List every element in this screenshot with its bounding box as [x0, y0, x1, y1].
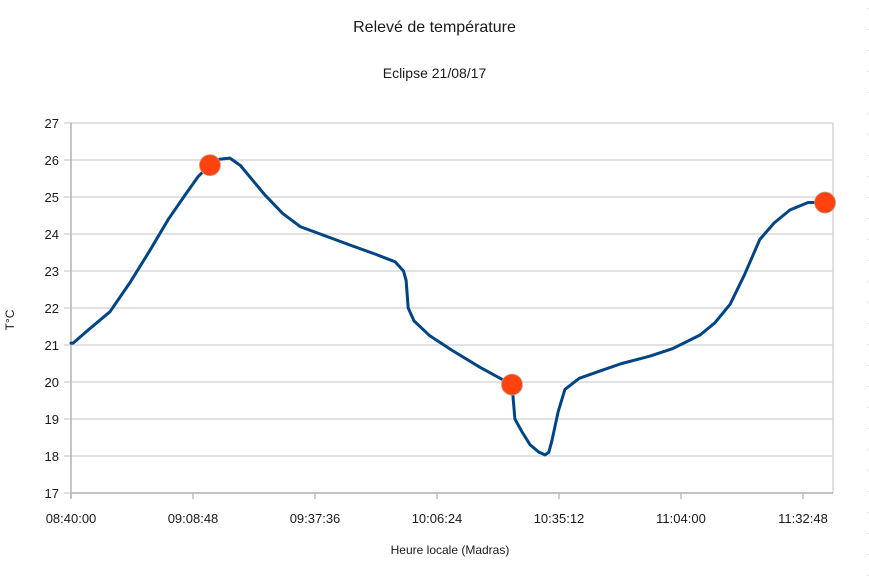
x-tick-label: 09:37:36 [290, 511, 341, 526]
y-tick-label: 18 [45, 449, 59, 464]
y-tick-label: 17 [45, 486, 59, 501]
y-tick-label: 19 [45, 412, 59, 427]
chart-title: Relevé de température [353, 19, 516, 36]
highlight-markers [199, 154, 836, 396]
y-tick-label: 20 [45, 375, 59, 390]
x-axis-label: Heure locale (Madras) [390, 543, 510, 557]
marker-point [814, 191, 836, 214]
y-tick-label: 23 [45, 264, 59, 279]
y-tick-label: 21 [45, 338, 59, 353]
y-tick-label: 22 [45, 301, 59, 316]
y-tick-labels: 17 18 19 20 21 22 23 24 25 26 27 [45, 116, 59, 501]
y-tick-label: 25 [45, 190, 59, 205]
x-tick-label: 08:40:00 [46, 511, 97, 526]
y-tick-label: 26 [45, 153, 59, 168]
y-tick-label: 27 [45, 116, 59, 131]
x-tick-labels: 08:40:00 09:08:48 09:37:36 10:06:24 10:35:12… [46, 511, 828, 526]
x-tick-label: 11:32:48 [778, 511, 828, 526]
marker-point [501, 373, 523, 396]
temperature-line [69, 156, 827, 457]
chart-subtitle: Eclipse 21/08/17 [382, 65, 487, 81]
gridlines [64, 122, 833, 494]
x-tick-label: 11:04:00 [656, 511, 706, 526]
marker-point [199, 154, 221, 177]
x-tick-label: 10:35:12 [534, 511, 585, 526]
x-tick-label: 10:06:24 [412, 511, 463, 526]
axes [70, 123, 834, 499]
y-tick-label: 24 [45, 227, 59, 242]
x-tick-label: 09:08:48 [168, 511, 219, 526]
